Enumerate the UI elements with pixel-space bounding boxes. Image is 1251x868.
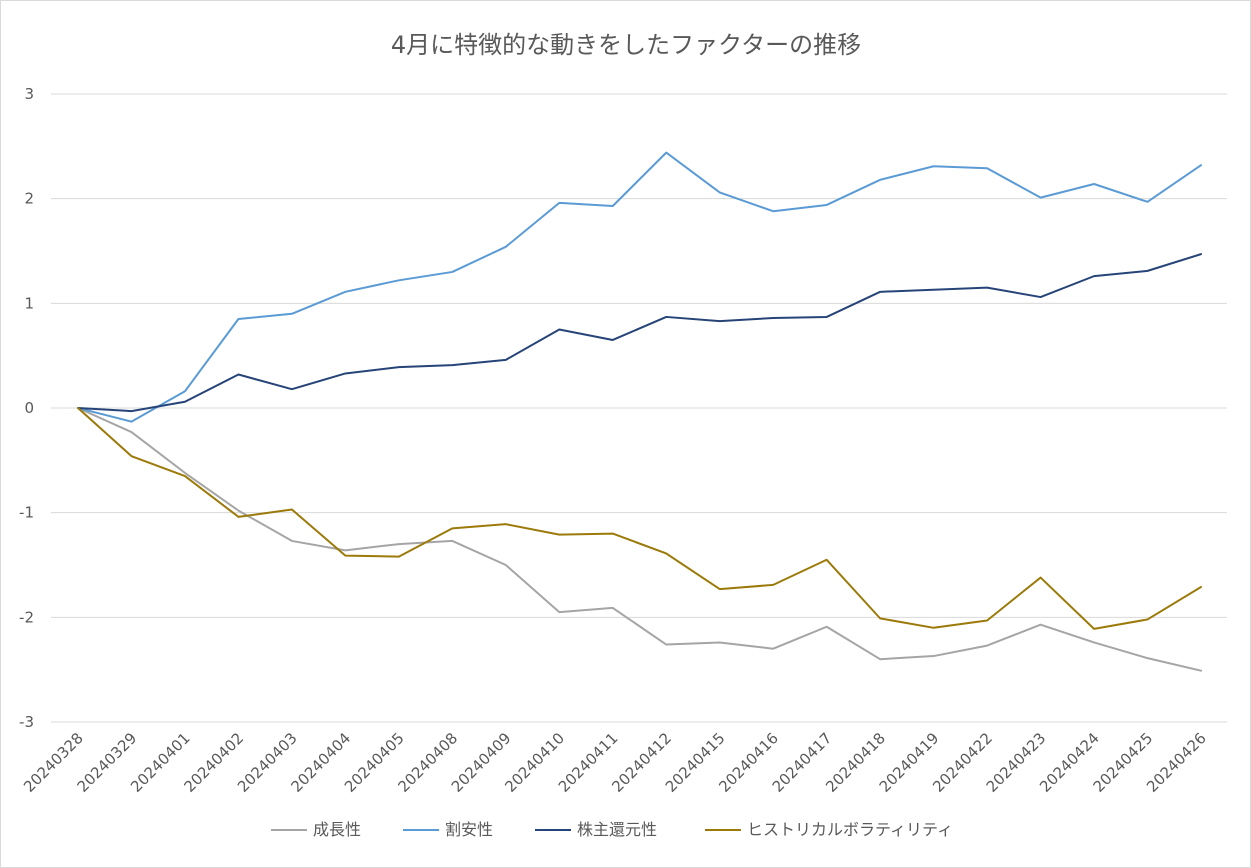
grid-lines — [51, 93, 1227, 723]
series-line-1 — [77, 407, 1202, 672]
series-line-2 — [77, 151, 1202, 423]
legend-label: 株主還元性 — [577, 820, 657, 839]
y-tick-label: 2 — [24, 190, 34, 208]
series-line-3 — [77, 253, 1202, 413]
y-tick-label: 1 — [24, 294, 34, 312]
y-tick-label: -2 — [19, 608, 34, 626]
y-tick-label: 3 — [24, 85, 34, 103]
legend: 成長性 割安性 株主還元性 ヒストリカルボラティリティ — [271, 820, 953, 839]
series-lines — [77, 151, 1202, 672]
y-tick-label: 0 — [24, 399, 34, 417]
y-tick-label: -3 — [19, 713, 34, 731]
chart-title: 4月に特徴的な動きをしたファクターの推移 — [391, 31, 861, 59]
y-tick-label: -1 — [19, 504, 34, 522]
x-axis-ticks: 2024032820240329202404012024040220240403… — [20, 729, 1210, 796]
series-line-4 — [77, 407, 1202, 630]
legend-label: 成長性 — [313, 820, 361, 839]
y-axis-ticks: 3 2 1 0 -1 -2 -3 — [19, 85, 34, 731]
legend-label: ヒストリカルボラティリティ — [747, 820, 953, 839]
legend-label: 割安性 — [445, 820, 493, 839]
